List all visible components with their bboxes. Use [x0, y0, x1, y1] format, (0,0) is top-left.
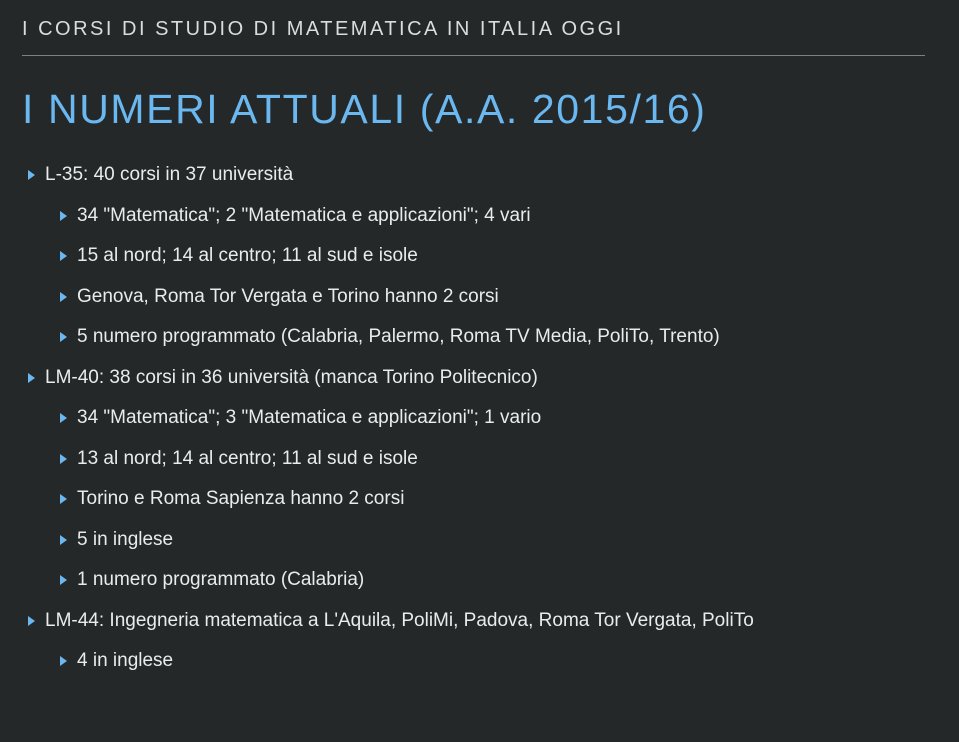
page-title: I NUMERI ATTUALI (A.A. 2015/16) — [22, 86, 925, 133]
list-item-text: 15 al nord; 14 al centro; 11 al sud e is… — [77, 242, 418, 271]
triangle-bullet-icon — [60, 332, 67, 342]
list-item-text: 5 numero programmato (Calabria, Palermo,… — [77, 323, 720, 352]
list-item-text: Genova, Roma Tor Vergata e Torino hanno … — [77, 283, 499, 312]
list-item: Torino e Roma Sapienza hanno 2 corsi — [60, 485, 925, 514]
list-item-text: LM-44: Ingegneria matematica a L'Aquila,… — [45, 607, 754, 636]
triangle-bullet-icon — [60, 211, 67, 221]
list-item: LM-44: Ingegneria matematica a L'Aquila,… — [28, 607, 925, 636]
list-item: 1 numero programmato (Calabria) — [60, 566, 925, 595]
triangle-bullet-icon — [60, 454, 67, 464]
triangle-bullet-icon — [60, 413, 67, 423]
list-item: 13 al nord; 14 al centro; 11 al sud e is… — [60, 445, 925, 474]
triangle-bullet-icon — [60, 292, 67, 302]
triangle-bullet-icon — [60, 251, 67, 261]
triangle-bullet-icon — [28, 170, 35, 180]
list-item: Genova, Roma Tor Vergata e Torino hanno … — [60, 283, 925, 312]
list-item: L-35: 40 corsi in 37 università — [28, 161, 925, 190]
list-item-text: 13 al nord; 14 al centro; 11 al sud e is… — [77, 445, 418, 474]
triangle-bullet-icon — [28, 616, 35, 626]
list-item-text: Torino e Roma Sapienza hanno 2 corsi — [77, 485, 404, 514]
breadcrumb-row: I CORSI DI STUDIO DI MATEMATICA IN ITALI… — [22, 18, 925, 56]
list-item: 4 in inglese — [60, 647, 925, 676]
list-item: 5 in inglese — [60, 526, 925, 555]
list-item-text: LM-40: 38 corsi in 36 università (manca … — [45, 364, 538, 393]
list-item-text: 1 numero programmato (Calabria) — [77, 566, 364, 595]
triangle-bullet-icon — [60, 494, 67, 504]
list-item: 34 "Matematica"; 2 "Matematica e applica… — [60, 202, 925, 231]
list-item-text: 4 in inglese — [77, 647, 173, 676]
breadcrumb: I CORSI DI STUDIO DI MATEMATICA IN ITALI… — [22, 18, 925, 41]
triangle-bullet-icon — [60, 575, 67, 585]
list-item-text: 5 in inglese — [77, 526, 173, 555]
list-item: LM-40: 38 corsi in 36 università (manca … — [28, 364, 925, 393]
list-item: 5 numero programmato (Calabria, Palermo,… — [60, 323, 925, 352]
triangle-bullet-icon — [60, 535, 67, 545]
bullet-list: L-35: 40 corsi in 37 università 34 "Matem… — [22, 161, 925, 676]
triangle-bullet-icon — [60, 656, 67, 666]
list-item-text: L-35: 40 corsi in 37 università — [45, 161, 293, 190]
list-item: 15 al nord; 14 al centro; 11 al sud e is… — [60, 242, 925, 271]
list-item-text: 34 "Matematica"; 2 "Matematica e applica… — [77, 202, 531, 231]
triangle-bullet-icon — [28, 373, 35, 383]
list-item: 34 "Matematica"; 3 "Matematica e applica… — [60, 404, 925, 433]
list-item-text: 34 "Matematica"; 3 "Matematica e applica… — [77, 404, 541, 433]
